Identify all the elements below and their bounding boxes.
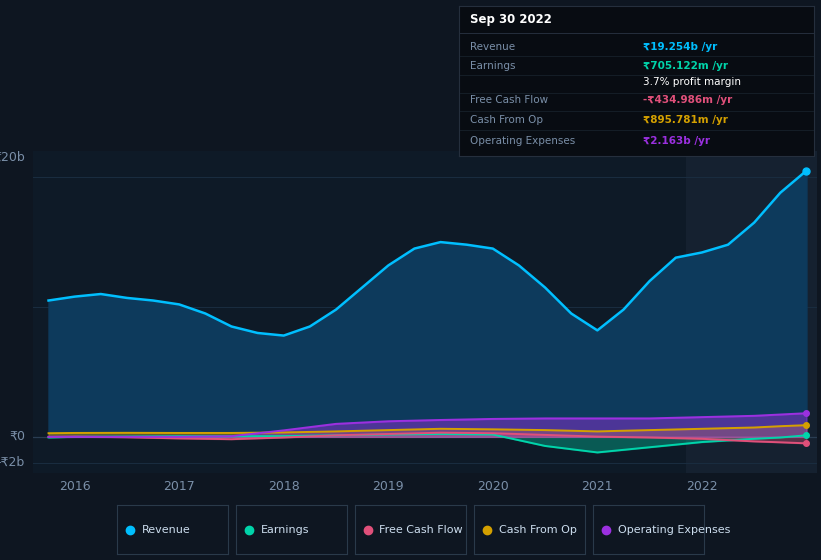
Text: ₹895.781m /yr: ₹895.781m /yr xyxy=(644,115,728,125)
Text: ₹2.163b /yr: ₹2.163b /yr xyxy=(644,136,710,146)
Text: Earnings: Earnings xyxy=(260,525,309,535)
Text: -₹2b: -₹2b xyxy=(0,456,25,469)
Bar xyxy=(686,151,817,473)
Text: ₹19.254b /yr: ₹19.254b /yr xyxy=(644,41,718,52)
Text: ₹20b: ₹20b xyxy=(0,151,25,164)
Text: Cash From Op: Cash From Op xyxy=(498,525,576,535)
Text: Free Cash Flow: Free Cash Flow xyxy=(379,525,463,535)
Text: Revenue: Revenue xyxy=(141,525,190,535)
Text: ₹0: ₹0 xyxy=(9,430,25,444)
Text: -₹434.986m /yr: -₹434.986m /yr xyxy=(644,95,732,105)
Text: Revenue: Revenue xyxy=(470,41,515,52)
Text: Sep 30 2022: Sep 30 2022 xyxy=(470,13,552,26)
Text: Operating Expenses: Operating Expenses xyxy=(617,525,730,535)
Text: ₹705.122m /yr: ₹705.122m /yr xyxy=(644,61,728,71)
Text: Earnings: Earnings xyxy=(470,61,515,71)
Text: Free Cash Flow: Free Cash Flow xyxy=(470,95,548,105)
Text: 3.7% profit margin: 3.7% profit margin xyxy=(644,77,741,87)
Text: Cash From Op: Cash From Op xyxy=(470,115,543,125)
Text: Operating Expenses: Operating Expenses xyxy=(470,136,575,146)
